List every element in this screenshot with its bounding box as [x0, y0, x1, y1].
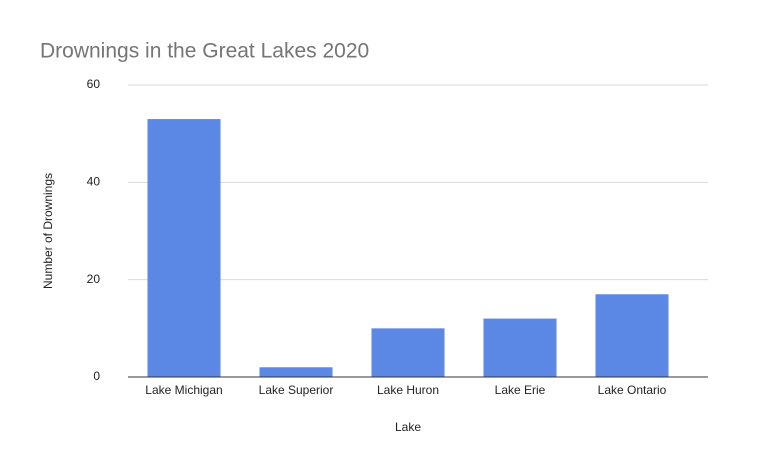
bar — [595, 294, 669, 377]
bar — [371, 328, 445, 377]
x-tick-label: Lake Superior — [259, 383, 334, 397]
chart-title: Drownings in the Great Lakes 2020 — [40, 40, 369, 63]
y-tick-label: 20 — [87, 272, 101, 286]
y-tick-label: 60 — [87, 77, 101, 91]
x-tick-label: Lake Ontario — [598, 383, 667, 397]
x-tick-label: Lake Huron — [377, 383, 439, 397]
y-tick-label: 0 — [93, 369, 100, 383]
bar — [259, 367, 333, 377]
x-tick-label: Lake Erie — [495, 383, 546, 397]
bar — [483, 318, 557, 377]
x-tick-label: Lake Michigan — [145, 383, 222, 397]
y-axis-label: Number of Drownings — [41, 173, 55, 289]
x-axis-label: Lake — [395, 420, 421, 434]
bar — [147, 119, 221, 378]
y-tick-label: 40 — [87, 175, 101, 189]
